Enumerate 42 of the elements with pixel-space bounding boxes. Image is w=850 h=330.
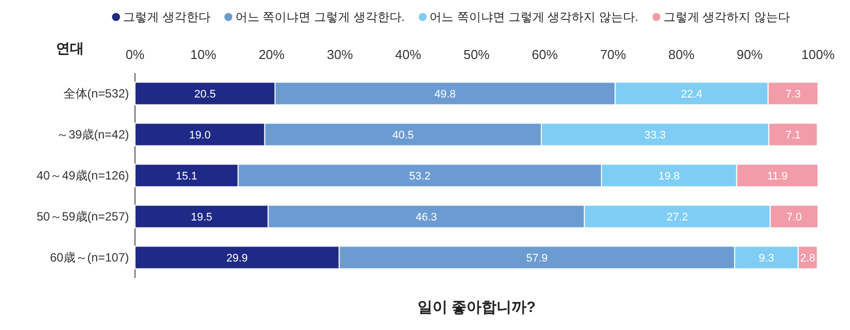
data-label: 53.2 bbox=[409, 170, 431, 182]
data-label: 19.5 bbox=[190, 212, 212, 224]
legend-label: 어느 쪽이냐면 그렇게 생각한다. bbox=[235, 10, 405, 24]
legend-label: 그렇게 생각한다 bbox=[123, 10, 210, 24]
data-label: 2.8 bbox=[800, 252, 816, 264]
y-tick-label: ～39歳(n=42) bbox=[56, 128, 129, 142]
data-label: 40.5 bbox=[392, 130, 414, 142]
text: 일이 좋아합니까? bbox=[417, 299, 536, 316]
data-label: 19.8 bbox=[658, 170, 680, 182]
data-label: 22.4 bbox=[680, 88, 702, 100]
data-label: 15.1 bbox=[176, 170, 198, 182]
x-tick-label: 50% bbox=[463, 47, 490, 62]
y-tick-label: 50～59歳(n=257) bbox=[36, 210, 130, 224]
x-tick-label: 10% bbox=[190, 47, 217, 62]
data-label: 7.0 bbox=[786, 212, 802, 224]
data-label: 33.3 bbox=[644, 130, 666, 142]
x-tick-label: 90% bbox=[736, 47, 764, 62]
y-tick-label: 全体(n=532) bbox=[63, 86, 129, 100]
data-label: 20.5 bbox=[194, 88, 216, 100]
data-label: 57.9 bbox=[526, 252, 548, 264]
x-tick-label: 80% bbox=[668, 47, 695, 62]
x-tick-label: 70% bbox=[600, 47, 627, 62]
x-tick-label: 100% bbox=[801, 47, 836, 62]
y-tick-label: 60歳～(n=107) bbox=[50, 250, 129, 264]
x-tick-label: 0% bbox=[126, 47, 145, 62]
data-label: 9.3 bbox=[758, 252, 774, 264]
data-label: 49.8 bbox=[434, 88, 456, 100]
data-label: 27.2 bbox=[666, 212, 688, 224]
legend-label: 그렇게 생각하지 않는다 bbox=[663, 10, 790, 24]
x-tick-label: 40% bbox=[395, 47, 422, 62]
data-label: 7.3 bbox=[785, 88, 801, 100]
y-axis-title: 연대 bbox=[56, 40, 84, 56]
y-tick-label: 40～49歳(n=126) bbox=[36, 168, 130, 182]
x-tick-label: 20% bbox=[258, 47, 286, 62]
data-label: 11.9 bbox=[767, 170, 788, 182]
data-label: 19.0 bbox=[189, 130, 211, 142]
data-label: 29.9 bbox=[226, 252, 248, 264]
data-label: 46.3 bbox=[416, 212, 438, 224]
legend-label: 어느 쪽이냐면 그렇게 생각하지 않는다. bbox=[430, 10, 638, 24]
data-label: 7.1 bbox=[785, 130, 801, 142]
x-tick-label: 30% bbox=[326, 47, 354, 62]
x-tick-label: 60% bbox=[532, 47, 558, 62]
